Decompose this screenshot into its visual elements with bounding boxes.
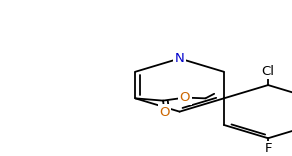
Text: N: N [175, 52, 185, 65]
Text: O: O [180, 91, 190, 104]
Text: F: F [264, 142, 272, 155]
Text: O: O [159, 105, 170, 119]
Text: Cl: Cl [262, 65, 274, 78]
